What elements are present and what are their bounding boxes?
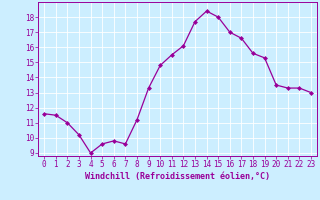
X-axis label: Windchill (Refroidissement éolien,°C): Windchill (Refroidissement éolien,°C) [85, 172, 270, 181]
